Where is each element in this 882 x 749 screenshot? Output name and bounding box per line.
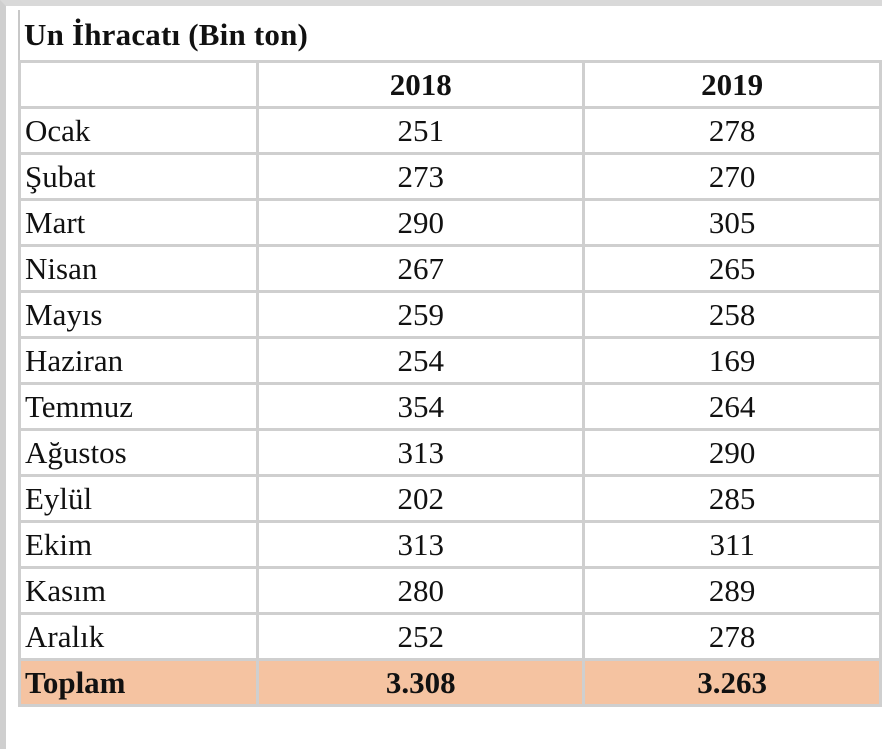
month-cell: Ekim [17,520,260,569]
value-2018-cell: 273 [256,152,586,201]
header-empty [17,60,260,109]
table-row: Ekim 313 311 [17,520,882,569]
month-cell: Eylül [17,474,260,523]
month-cell: Aralık [17,612,260,661]
value-2018-cell: 354 [256,382,586,431]
total-label: Toplam [17,658,260,707]
header-row: 2018 2019 [17,60,882,109]
table-row: Kasım 280 289 [17,566,882,615]
value-2019-cell: 305 [582,198,882,247]
table-row: Mart 290 305 [17,198,882,247]
value-2018-cell: 252 [256,612,586,661]
value-2019-cell: 290 [582,428,882,477]
table-row: Haziran 254 169 [17,336,882,385]
table-row: Ağustos 313 290 [17,428,882,477]
table-row: Temmuz 354 264 [17,382,882,431]
table-row: Aralık 252 278 [17,612,882,661]
table-row: Mayıs 259 258 [17,290,882,339]
value-2018-cell: 251 [256,106,586,155]
value-2018-cell: 267 [256,244,586,293]
total-row: Toplam 3.308 3.263 [17,658,882,707]
value-2018-cell: 280 [256,566,586,615]
value-2019-cell: 278 [582,612,882,661]
value-2018-cell: 290 [256,198,586,247]
flour-export-table: 2018 2019 Ocak 251 278 Şubat 273 270 Mar… [17,60,882,707]
table-row: Nisan 267 265 [17,244,882,293]
value-2018-cell: 313 [256,520,586,569]
month-cell: Mayıs [17,290,260,339]
header-year-2018: 2018 [256,60,586,109]
value-2019-cell: 285 [582,474,882,523]
table-title-bar: Un İhracatı (Bin ton) [18,10,882,60]
value-2019-cell: 289 [582,566,882,615]
month-cell: Şubat [17,152,260,201]
value-2018-cell: 313 [256,428,586,477]
month-cell: Temmuz [17,382,260,431]
month-cell: Mart [17,198,260,247]
total-2019: 3.263 [582,658,882,707]
month-cell: Haziran [17,336,260,385]
value-2019-cell: 265 [582,244,882,293]
value-2019-cell: 270 [582,152,882,201]
table-title: Un İhracatı (Bin ton) [24,17,309,52]
value-2019-cell: 264 [582,382,882,431]
table-row: Şubat 273 270 [17,152,882,201]
value-2019-cell: 278 [582,106,882,155]
value-2019-cell: 169 [582,336,882,385]
month-cell: Ocak [17,106,260,155]
value-2018-cell: 259 [256,290,586,339]
value-2018-cell: 254 [256,336,586,385]
month-cell: Nisan [17,244,260,293]
month-cell: Ağustos [17,428,260,477]
table-row: Ocak 251 278 [17,106,882,155]
total-2018: 3.308 [256,658,586,707]
table-row: Eylül 202 285 [17,474,882,523]
month-cell: Kasım [17,566,260,615]
value-2018-cell: 202 [256,474,586,523]
header-year-2019: 2019 [582,60,882,109]
value-2019-cell: 258 [582,290,882,339]
value-2019-cell: 311 [582,520,882,569]
